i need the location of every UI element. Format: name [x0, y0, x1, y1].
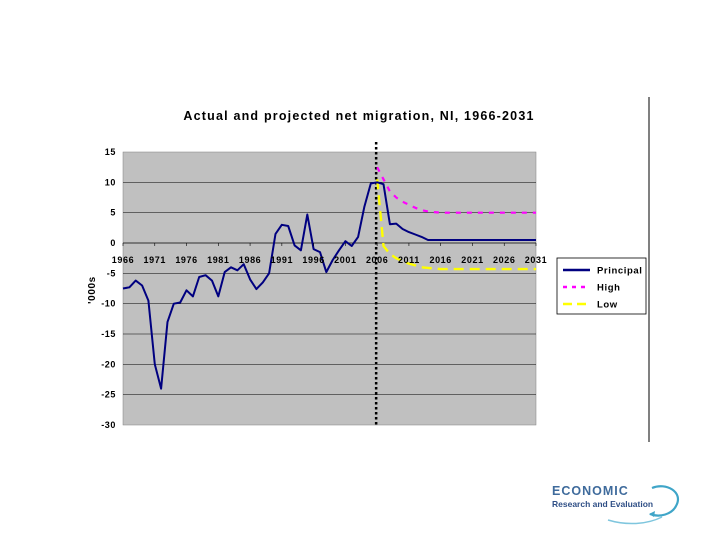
y-tick-label: -15: [101, 329, 116, 339]
y-tick-label: -20: [101, 359, 116, 369]
x-tick-label: 2031: [525, 255, 547, 265]
y-tick-label: -5: [107, 268, 116, 278]
y-tick-label: 15: [105, 147, 116, 157]
y-axis-ticks: 15 10 5 0 -5 -10 -15 -20 -25 -30: [101, 147, 116, 430]
series-line-principal: [122, 181, 536, 390]
x-tick-label: 1996: [302, 255, 324, 265]
logo-line2: Research and Evaluation: [552, 499, 654, 509]
plot-background: [122, 151, 537, 426]
legend-label-low: Low: [597, 300, 618, 311]
x-tick-label: 2001: [334, 255, 356, 265]
legend: Principal High Low: [556, 257, 647, 315]
x-tick-label: 2026: [493, 255, 515, 265]
x-tick-label: 1991: [271, 255, 293, 265]
y-tick-label: 5: [110, 208, 116, 218]
gridlines: [123, 182, 536, 395]
x-axis-ticks: 1966 1971 1976 1981 1986 1991 1996 2001 2006 2011…: [112, 243, 547, 265]
chart-title: Actual and projected net migration, NI, …: [183, 109, 534, 123]
logo-swirl-icon: [607, 485, 679, 525]
y-tick-label: -10: [101, 299, 116, 309]
legend-label-principal: Principal: [597, 266, 643, 277]
y-tick-label: 0: [110, 238, 116, 248]
x-tick-label: 1986: [239, 255, 261, 265]
x-tick-label: 1966: [112, 255, 134, 265]
series-layer: [122, 166, 537, 390]
x-tick-label: 2021: [461, 255, 483, 265]
x-tick-label: 1976: [175, 255, 197, 265]
x-tick-label: 1981: [207, 255, 229, 265]
x-tick-label: 2016: [429, 255, 451, 265]
y-tick-label: -30: [101, 420, 116, 430]
y-tick-label: 10: [105, 177, 116, 187]
series-line-high: [376, 166, 536, 214]
logo-line1: ECONOMIC: [552, 484, 629, 498]
x-tick-label: 2011: [398, 255, 420, 265]
economic-research-logo: ECONOMIC Research and Evaluation: [548, 484, 688, 528]
x-tick-label: 2006: [366, 255, 388, 265]
y-axis-label: '000s: [87, 276, 98, 304]
y-tick-label: -25: [101, 390, 116, 400]
plot-area: [122, 142, 537, 427]
legend-label-high: High: [597, 283, 621, 294]
x-tick-label: 1971: [144, 255, 166, 265]
